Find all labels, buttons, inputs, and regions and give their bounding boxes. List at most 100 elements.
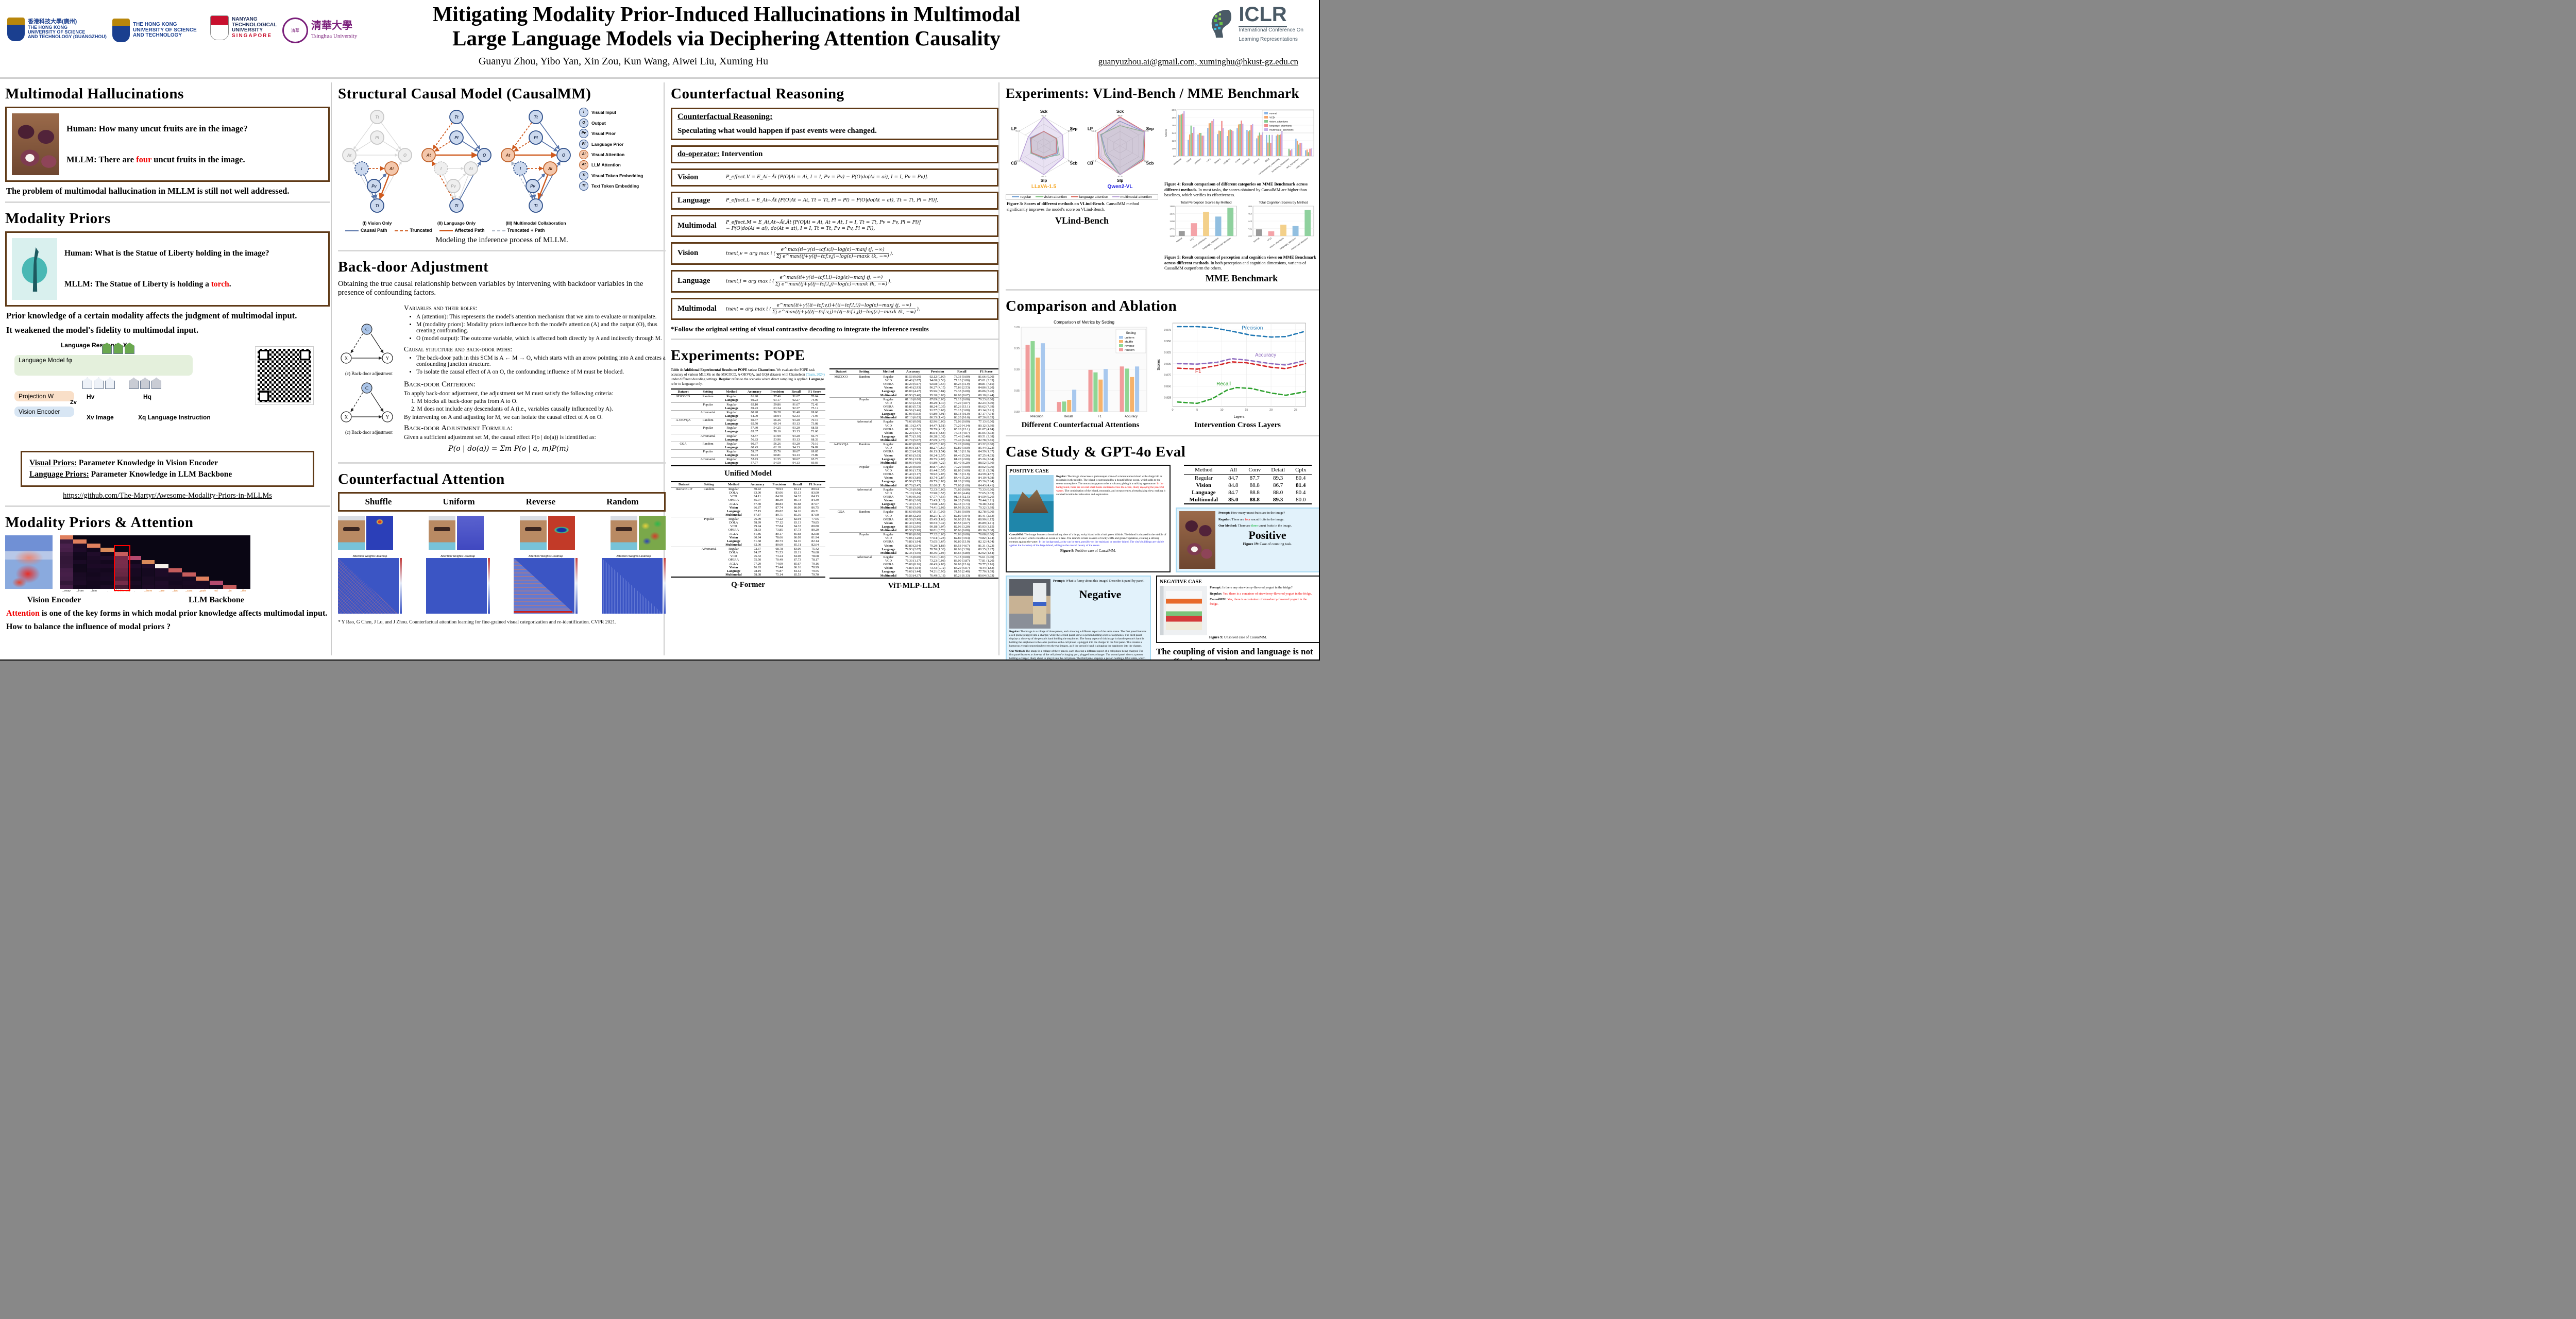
table-cell: 70.16 — [804, 441, 825, 446]
title-line1: Mitigating Modality Prior-Induced Halluc… — [432, 2, 1021, 26]
svg-text:90.0: 90.0 — [1068, 130, 1073, 132]
table-cell — [853, 506, 876, 510]
table-cell — [829, 502, 853, 506]
heat-cell — [73, 581, 87, 585]
heat-cell — [168, 572, 182, 577]
email-links[interactable]: guanyuzhou.ai@gmail.com, xuminghu@hkust-… — [1098, 57, 1298, 66]
svg-text:Pv: Pv — [530, 184, 535, 189]
table-cell — [853, 450, 876, 453]
table-cell — [697, 521, 721, 525]
formula-numerator: e^max(ℓi+γ(ℓi−ℓcf.l,i)−log(ε)−maxj ℓj, −… — [779, 274, 883, 280]
table-cell — [671, 410, 696, 414]
ntu-logo: NANYANG TECHNOLOGICAL UNIVERSITY SINGAPO… — [210, 15, 277, 40]
ablation-left-label: Different Counterfactual Attentions — [1021, 420, 1140, 429]
heat-cell — [73, 556, 87, 560]
column-3: Counterfactual Reasoning Counterfactual … — [666, 78, 1004, 660]
heat-cell — [141, 577, 155, 581]
face-photo — [429, 516, 456, 550]
table-row: Multimodal 78.08 75.14 85.53 79.70 — [671, 572, 825, 578]
solid-orange-swatch-icon — [439, 230, 453, 232]
table-cell: 93.20 — [788, 433, 804, 438]
table-row: AGLA 87.30 88.83 85.68 87.07 — [671, 502, 825, 506]
heat-cell — [114, 552, 128, 556]
ntu-shield-icon — [210, 15, 229, 40]
token-label: _cars — [185, 589, 193, 593]
table-cell: Random — [853, 442, 876, 447]
text-segment: Parameter Knowledge in — [89, 470, 178, 479]
table-cell: 93.20 — [788, 418, 804, 422]
table-cell: 87.07 — [811, 502, 819, 506]
column-header: Dataset — [671, 481, 698, 488]
radar-legend-item: language attention — [1071, 195, 1108, 199]
table-cell — [697, 539, 721, 543]
table-cell: 85.26 (5.24) — [978, 480, 994, 484]
heat-cell — [155, 581, 168, 585]
heat-cell — [73, 539, 87, 544]
path-item: To isolate the causal effect of A on O, … — [416, 369, 666, 375]
table-cell — [697, 551, 721, 554]
table-cell: 85.93 (3.15) — [978, 525, 994, 529]
svg-text:5: 5 — [1196, 409, 1198, 412]
table-cell: OPERA — [728, 498, 739, 502]
column-header: Precision — [766, 388, 789, 395]
table-cell — [829, 446, 853, 450]
table-row: VCD 76.32 73.24 84.08 78.08 — [671, 554, 825, 558]
figure3-caption: Figure 3: Scores of different methods on… — [1007, 201, 1157, 212]
table-cell: 78.08 — [811, 554, 819, 559]
table-cell: 65.70 — [751, 422, 758, 426]
table-cell: 84.46 (5.26) — [954, 453, 970, 458]
svg-text:VCD: VCD — [1269, 116, 1275, 120]
table-cell: Random — [696, 441, 721, 446]
paths-heading: Causal structure and back-door paths: — [404, 345, 512, 353]
table-cell — [853, 559, 876, 563]
heat-cell — [73, 585, 87, 589]
legend-node-label: Language Prior — [591, 141, 624, 147]
formula-fraction: e^max(ℓi+γ(ℓi−ℓcf.l,i)−log(ε)−maxj ℓj, −… — [775, 274, 888, 288]
text-segment: Positive case of CausalMM. — [1074, 549, 1116, 553]
table-cell — [697, 554, 721, 558]
table-cell: 77.12 — [775, 521, 783, 525]
gpt4o-cell: 89.3 — [1266, 496, 1291, 504]
table-cell — [671, 554, 697, 558]
mllm-architecture-diagram: Language Response Xa Language Model fφ P… — [5, 342, 247, 450]
svg-text:Total Perception Scores by Met: Total Perception Scores by Method — [1180, 201, 1232, 205]
table-cell: 85.45 (1.66) — [929, 517, 945, 521]
table-cell — [829, 480, 853, 483]
table-cell: 85.68 — [793, 502, 801, 506]
svg-text:82.0: 82.0 — [1118, 175, 1123, 178]
dash-gray-swatch-icon — [492, 230, 505, 231]
svg-text:count: count — [1186, 157, 1192, 163]
hkust-shield-icon — [112, 19, 130, 42]
tsinghua-en: Tsinghua University — [311, 33, 358, 40]
table-cell: 86.56 (2.96) — [905, 525, 921, 529]
scm-caption-3: (III) Multimodal Collaboration — [505, 221, 566, 226]
hkust-gz-zh: 香港科技大學(廣州) — [28, 19, 77, 25]
attention-note: Attention is one of the key forms in whi… — [6, 609, 329, 618]
vlind-bench-label: VLind-Bench — [1055, 215, 1109, 226]
table-cell: 88.13 (16.0) — [954, 412, 970, 416]
table-cell — [829, 532, 853, 537]
table-cell — [671, 446, 696, 450]
table-cell: 90.18 (3.07) — [929, 525, 945, 529]
table-row: Language 79.93 (2.07) 78.70 (1.38) 82.06 (3… — [829, 548, 998, 551]
table-cell: 63.07 — [751, 430, 758, 434]
table-cell — [697, 562, 721, 566]
column-divider-3 — [998, 82, 999, 655]
svg-text:Total Cognition Scores by Meth: Total Cognition Scores by Method — [1259, 201, 1308, 205]
table-cell: Multimodal — [880, 416, 897, 420]
svg-text:25: 25 — [1294, 409, 1297, 412]
heat-cell — [60, 556, 73, 560]
table-cell — [696, 414, 720, 418]
ntu-sub: SINGAPORE — [232, 32, 273, 39]
column-divider-2 — [664, 82, 665, 655]
github-link[interactable]: https://github.com/The-Martyr/Awesome-Mo… — [63, 492, 272, 500]
table-row: Language 77.43 (3.17) 74.98 (2.65) 82.33 (3… — [829, 502, 998, 506]
table-cell: 84.86 (3.20) — [978, 386, 994, 390]
table-cell: 78.17 — [811, 558, 819, 562]
heat-cell — [73, 560, 87, 564]
heat-cell — [128, 564, 142, 568]
table-cell: Vision — [729, 505, 738, 510]
table-cell: 71.53 — [775, 551, 783, 555]
table-cell: 81.44 (0.57) — [929, 469, 945, 473]
svg-text:Tt: Tt — [375, 115, 379, 120]
